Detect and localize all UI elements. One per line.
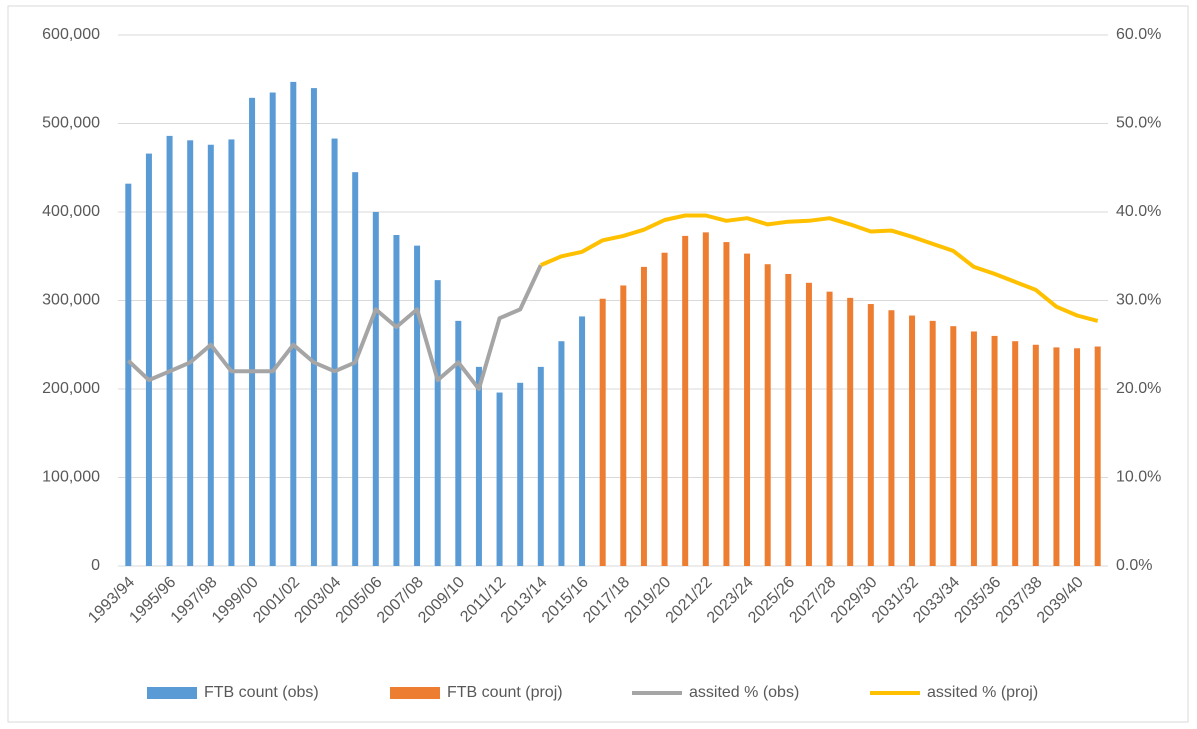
y2-tick-label: 0.0% [1116, 557, 1152, 574]
y-tick-label: 600,000 [42, 26, 100, 43]
bar [847, 297, 854, 566]
bar [496, 392, 503, 566]
bar [1012, 341, 1019, 566]
bar [723, 242, 730, 566]
bar [599, 298, 606, 566]
bar [125, 183, 132, 566]
bar [764, 264, 771, 566]
bar [867, 304, 874, 566]
y2-tick-label: 60.0% [1116, 26, 1161, 43]
y2-tick-label: 20.0% [1116, 380, 1161, 397]
legend-label: assited % (obs) [689, 684, 799, 701]
bar [228, 139, 235, 566]
bar [517, 382, 524, 566]
legend-label: FTB count (proj) [447, 684, 563, 701]
chart-frame [7, 5, 1189, 723]
bar [785, 273, 792, 566]
bar [537, 366, 544, 566]
bar [558, 341, 565, 566]
bar [393, 235, 400, 566]
bar [166, 135, 173, 566]
bar [950, 326, 957, 566]
bar [1032, 344, 1039, 566]
y-tick-label: 200,000 [42, 380, 100, 397]
bar [991, 335, 998, 566]
bar [414, 245, 421, 566]
legend-swatch [147, 687, 197, 699]
bar [372, 212, 379, 566]
bar [145, 153, 152, 566]
y-tick-label: 400,000 [42, 203, 100, 220]
bar [826, 291, 833, 566]
bar [310, 88, 317, 566]
legend-label: FTB count (obs) [204, 684, 319, 701]
y2-tick-label: 50.0% [1116, 115, 1161, 132]
bar [620, 285, 627, 566]
bar [744, 253, 751, 566]
bar [331, 138, 338, 567]
legend-swatch [390, 687, 440, 699]
bar [579, 316, 586, 566]
bar [290, 81, 297, 566]
y2-tick-label: 30.0% [1116, 292, 1161, 309]
y2-tick-label: 10.0% [1116, 469, 1161, 486]
bar [1094, 346, 1101, 566]
bar [640, 266, 647, 566]
bar [352, 172, 359, 567]
line [540, 213, 1099, 323]
bar [682, 235, 689, 566]
bar [475, 366, 482, 566]
bar [207, 144, 214, 567]
y-tick-label: 500,000 [42, 115, 100, 132]
y-tick-label: 0 [91, 557, 100, 574]
line [126, 264, 543, 391]
bar [661, 252, 668, 566]
bar [249, 97, 256, 567]
y-tick-label: 100,000 [42, 469, 100, 486]
bar [805, 282, 812, 566]
y-tick-label: 300,000 [42, 292, 100, 309]
bar [1074, 348, 1081, 566]
bar [970, 331, 977, 566]
bar [455, 320, 462, 566]
legend-label: assited % (proj) [927, 684, 1038, 701]
y2-tick-label: 40.0% [1116, 203, 1161, 220]
bar [888, 310, 895, 566]
bar [909, 315, 916, 566]
bar [1053, 347, 1060, 566]
bar [269, 92, 276, 567]
bar [702, 232, 709, 567]
bar [434, 280, 441, 566]
bar [929, 320, 936, 566]
bar [187, 140, 194, 566]
